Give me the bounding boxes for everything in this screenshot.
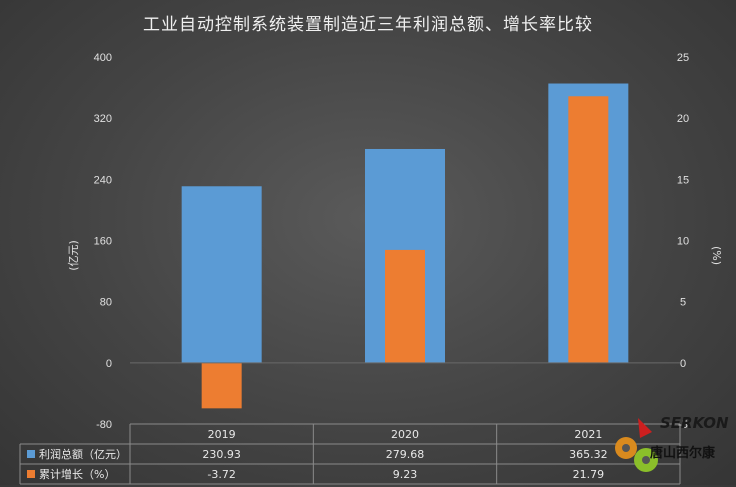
y-right-axis-label: (%) xyxy=(710,246,723,265)
legend-label-1: 利润总额（亿元） xyxy=(39,447,127,461)
y-left-tick-label: 240 xyxy=(94,174,112,186)
chart-title: 工业自动控制系统装置制造近三年利润总额、增长率比较 xyxy=(143,15,593,35)
watermark-logo: SERKON 唐山西尔康 xyxy=(612,408,734,482)
y-left-tick-label: 160 xyxy=(94,236,112,248)
data-table: 2019 2020 2021 利润总额（亿元） 230.93 279.68 365.32 累计… xyxy=(19,423,681,485)
y-left-tick-label: 0 xyxy=(106,358,112,370)
table-cell: 230.93 xyxy=(202,448,241,461)
watermark-brand: SERKON xyxy=(660,414,729,432)
y-right-tick-label: 0 xyxy=(680,358,686,370)
table-cell: 21.79 xyxy=(573,468,605,481)
y-right-tick-label: 5 xyxy=(680,297,686,309)
bar-growth-2019 xyxy=(201,362,242,409)
y-right-tick-label: 10 xyxy=(677,236,689,248)
y-right-tick-label: 15 xyxy=(677,174,689,186)
y-left-tick-label: 320 xyxy=(94,113,112,125)
table-header-2020: 2020 xyxy=(391,428,419,441)
bar-growth-2021 xyxy=(568,96,609,363)
y-left-axis: -80 0 80 160 240 320 400 xyxy=(94,52,112,431)
y-left-tick-label: -80 xyxy=(96,419,112,431)
table-cell: -3.72 xyxy=(207,468,235,481)
legend-swatch-1 xyxy=(27,450,35,458)
bar-profit-2019 xyxy=(181,186,262,363)
watermark-name: 唐山西尔康 xyxy=(650,446,716,461)
y-right-axis: -5 0 5 10 15 20 25 xyxy=(677,52,689,431)
y-left-axis-label: (亿元) xyxy=(67,240,80,271)
y-right-tick-label: -5 xyxy=(678,419,688,431)
table-cell: 9.23 xyxy=(393,468,418,481)
y-right-tick-label: 25 xyxy=(677,52,689,64)
y-left-tick-label: 400 xyxy=(94,52,112,64)
bars-layer xyxy=(181,83,629,409)
bar-growth-2020 xyxy=(385,249,425,363)
y-left-tick-label: 80 xyxy=(100,297,112,309)
table-header-2021: 2021 xyxy=(574,428,602,441)
table-header-2019: 2019 xyxy=(208,428,236,441)
y-right-tick-label: 20 xyxy=(677,113,689,125)
legend-swatch-2 xyxy=(27,470,35,478)
legend-label-2: 累计增长（%） xyxy=(39,467,115,481)
table-cell: 365.32 xyxy=(569,448,608,461)
table-cell: 279.68 xyxy=(386,448,425,461)
